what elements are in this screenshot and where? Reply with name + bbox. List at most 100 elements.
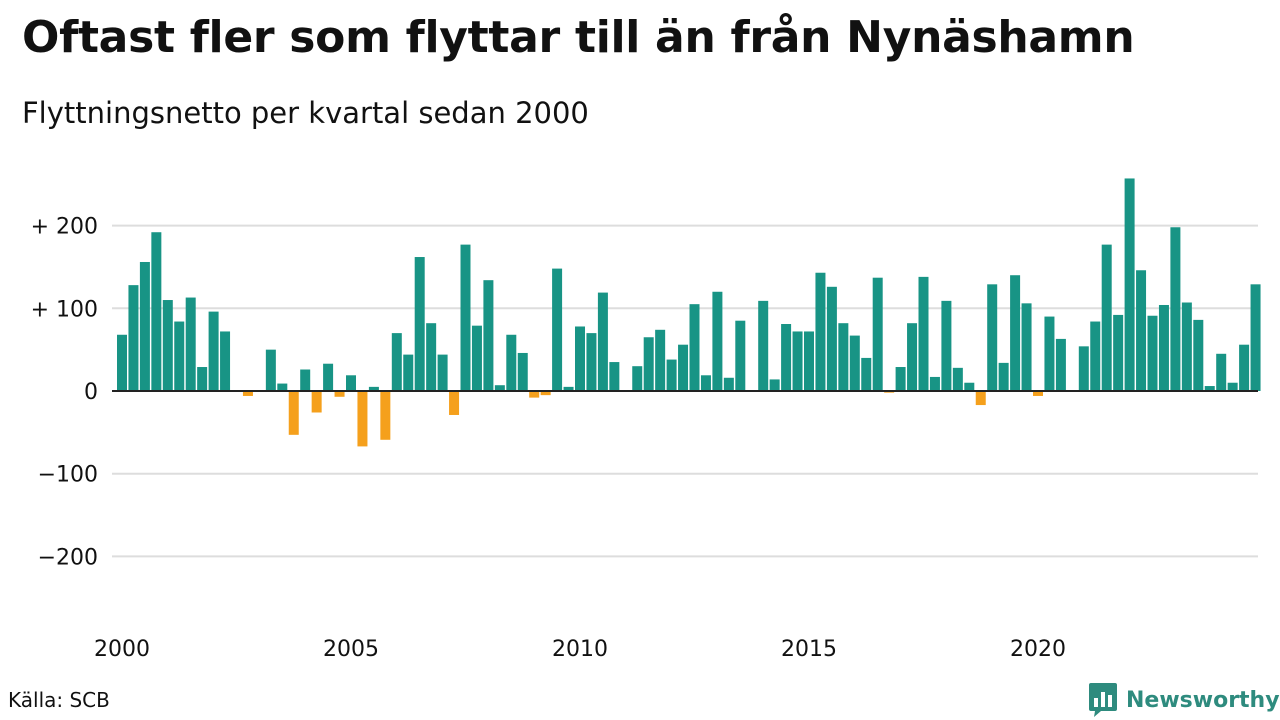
bar (918, 276, 929, 391)
bar (643, 337, 654, 391)
bar (529, 391, 540, 398)
bar (265, 349, 276, 391)
bar (1147, 315, 1158, 391)
bar (838, 323, 849, 391)
bar (517, 352, 528, 391)
bar (563, 386, 574, 391)
bar (128, 285, 139, 391)
bar (414, 257, 425, 391)
bar (483, 280, 494, 391)
x-tick-label: 2015 (781, 637, 837, 662)
bar (540, 391, 551, 396)
bar (815, 272, 826, 391)
bar (220, 331, 231, 391)
bar-chart-bubble-icon (1089, 683, 1117, 717)
bar (357, 391, 368, 447)
bar (723, 377, 734, 391)
bar (998, 362, 1009, 391)
bar (929, 376, 940, 391)
bar (208, 311, 219, 391)
bar (1193, 319, 1204, 391)
bar (689, 304, 700, 391)
bar (1010, 275, 1021, 391)
chart-subtitle: Flyttningsnetto per kvartal sedan 2000 (22, 96, 589, 130)
y-tick-label: −200 (38, 545, 98, 570)
bar (804, 331, 814, 391)
bar (174, 321, 185, 391)
x-tick-label: 2005 (323, 637, 379, 662)
bar (139, 261, 150, 391)
bar (1250, 284, 1261, 391)
bar (117, 334, 127, 391)
bar (300, 369, 311, 391)
bar (1170, 227, 1181, 391)
bar (1021, 303, 1032, 391)
source-note: Källa: SCB (8, 688, 110, 712)
brand-label: Newsworthy (1126, 687, 1280, 713)
bar (1204, 386, 1215, 391)
bar (391, 333, 402, 391)
bar (242, 391, 253, 396)
y-tick-label: + 200 (31, 215, 98, 240)
x-tick-label: 2020 (1010, 637, 1066, 662)
bar (1113, 314, 1124, 391)
bar (1181, 302, 1192, 391)
bar (758, 300, 769, 391)
bar (597, 292, 608, 391)
bar (162, 300, 173, 391)
bar (575, 326, 585, 391)
bar (552, 268, 563, 391)
chart-title: Oftast fler som flyttar till än från Nyn… (22, 12, 1135, 63)
x-tick-label: 2000 (94, 637, 150, 662)
bar (1090, 321, 1101, 391)
bar (964, 382, 975, 391)
bar (185, 297, 196, 391)
bar (1136, 270, 1147, 391)
bar (460, 244, 471, 391)
bar (700, 375, 711, 391)
bar (735, 320, 746, 391)
bar (346, 375, 356, 391)
bar (987, 284, 998, 391)
bar (1101, 244, 1112, 391)
bar (311, 391, 322, 413)
bar (872, 277, 883, 391)
bar (323, 363, 334, 391)
bar (941, 300, 952, 391)
bar (288, 391, 299, 435)
bar (781, 324, 792, 391)
bar (403, 354, 414, 391)
bar (712, 291, 723, 391)
bar (334, 391, 345, 397)
bar (895, 367, 906, 391)
bar (666, 359, 677, 391)
y-tick-label: + 100 (31, 297, 98, 322)
x-tick-label: 2010 (552, 637, 608, 662)
bar (506, 334, 517, 391)
bar (907, 323, 918, 391)
bar (1124, 178, 1135, 391)
bar (792, 331, 803, 391)
bar (1055, 338, 1066, 391)
bar (1216, 353, 1227, 391)
bar (769, 379, 780, 391)
bar (655, 329, 666, 391)
bar (632, 366, 643, 391)
bar (494, 385, 505, 391)
bar (861, 357, 872, 391)
bar (1078, 346, 1089, 391)
bar (151, 232, 162, 391)
bar (849, 335, 860, 391)
brand-logo: Newsworthy (1088, 682, 1280, 718)
bar (678, 344, 689, 391)
bar (586, 333, 597, 391)
bar (609, 362, 620, 392)
bar (449, 391, 460, 415)
y-tick-label: −100 (38, 463, 98, 488)
bar (1044, 316, 1055, 391)
bar (471, 325, 482, 391)
bar (1227, 382, 1238, 391)
bar (1239, 344, 1250, 391)
bar (975, 391, 986, 406)
